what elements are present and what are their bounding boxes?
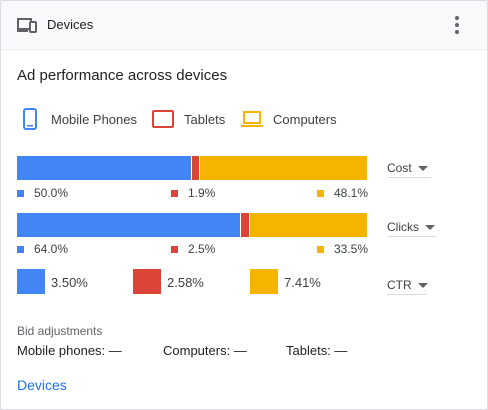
ctr-computer-block: [250, 269, 278, 294]
section-title: Ad performance across devices: [17, 67, 228, 84]
cost-mobile-value: 50.0%: [17, 186, 68, 200]
clicks-computer-segment: [249, 213, 367, 237]
clicks-mobile-segment: [17, 213, 240, 237]
clicks-tablet-value: 2.5%: [171, 242, 215, 256]
phone-icon: [23, 108, 37, 130]
cost-computer-value: 48.1%: [317, 186, 368, 200]
clicks-metric-select[interactable]: Clicks: [387, 218, 437, 237]
legend-mobile: Mobile Phones: [19, 108, 137, 130]
cost-metric-select[interactable]: Cost: [387, 159, 431, 178]
clicks-mobile-value: 64.0%: [17, 242, 68, 256]
legend-label-mobile: Mobile Phones: [51, 111, 137, 127]
tablet-icon: [152, 110, 174, 128]
dropdown-caret-icon: [425, 224, 435, 230]
cost-tablet-value: 1.9%: [171, 186, 215, 200]
devices-link[interactable]: Devices: [17, 377, 67, 393]
bid-mobile: Mobile phones: —: [17, 343, 122, 358]
clicks-tablet-segment: [239, 213, 250, 237]
clicks-stacked-bar: [17, 213, 367, 237]
legend-label-tablet: Tablets: [184, 111, 226, 127]
ctr-tablet-block: [133, 269, 161, 294]
cost-tablet-segment: [191, 156, 199, 180]
cost-computer-segment: [198, 156, 367, 180]
cost-mobile-segment: [17, 156, 191, 180]
ctr-metric-select[interactable]: CTR: [387, 276, 428, 295]
bid-computers: Computers: —: [163, 343, 247, 358]
laptop-icon: [241, 111, 263, 127]
ctr-tablet-value: 2.58%: [167, 275, 204, 290]
card-header: Devices: [1, 1, 487, 50]
ctr-computer-value: 7.41%: [284, 275, 321, 290]
more-vert-icon[interactable]: [448, 13, 466, 37]
dropdown-caret-icon: [417, 165, 428, 171]
clicks-computer-value: 33.5%: [317, 242, 368, 256]
bid-tablets: Tablets: —: [286, 343, 348, 358]
legend-tablet: Tablets: [152, 108, 225, 130]
legend-computer: Computers: [241, 108, 337, 130]
devices-icon: [17, 18, 37, 33]
card-title: Devices: [47, 17, 94, 32]
legend-label-computer: Computers: [273, 111, 337, 127]
dropdown-caret-icon: [417, 282, 428, 288]
cost-stacked-bar: [17, 156, 367, 180]
bid-adjustments-label: Bid adjustments: [17, 324, 103, 338]
ctr-mobile-value: 3.50%: [51, 275, 88, 290]
ctr-mobile-block: [17, 269, 45, 294]
